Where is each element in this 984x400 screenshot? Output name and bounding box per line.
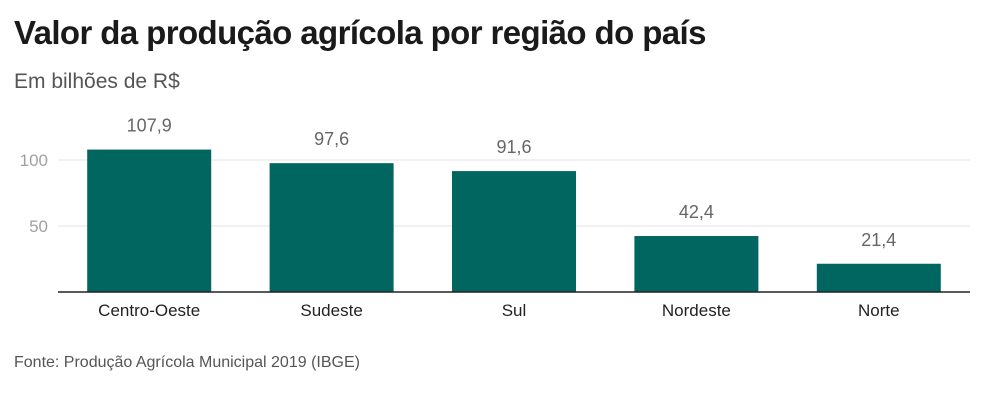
bar-norte — [816, 263, 941, 292]
bar-nordeste — [634, 236, 759, 292]
bar-centro-oeste — [87, 149, 212, 292]
label-layer: 50 100 107,9 Centro-Oeste 97,6 Sudeste 91,6 Sul… — [20, 116, 900, 320]
bar-sudeste — [269, 163, 394, 292]
data-label: 42,4 — [679, 202, 714, 222]
x-category-label: Sudeste — [300, 301, 362, 320]
x-category-label: Norte — [858, 301, 900, 320]
chart-subtitle: Em bilhões de R$ — [14, 70, 180, 93]
y-tick-label: 50 — [29, 217, 48, 236]
data-label: 21,4 — [861, 230, 896, 250]
chart-title: Valor da produção agrícola por região do… — [14, 14, 706, 51]
chart-source: Fonte: Produção Agrícola Municipal 2019 … — [14, 354, 360, 371]
x-category-label: Nordeste — [662, 301, 731, 320]
x-category-label: Centro-Oeste — [98, 301, 200, 320]
y-tick-label: 100 — [20, 151, 48, 170]
data-label: 107,9 — [127, 116, 172, 136]
bar-sul — [452, 171, 576, 292]
data-label: 91,6 — [496, 137, 531, 157]
data-label: 97,6 — [314, 129, 349, 149]
x-category-label: Sul — [502, 301, 527, 320]
bar-layer — [87, 149, 941, 292]
